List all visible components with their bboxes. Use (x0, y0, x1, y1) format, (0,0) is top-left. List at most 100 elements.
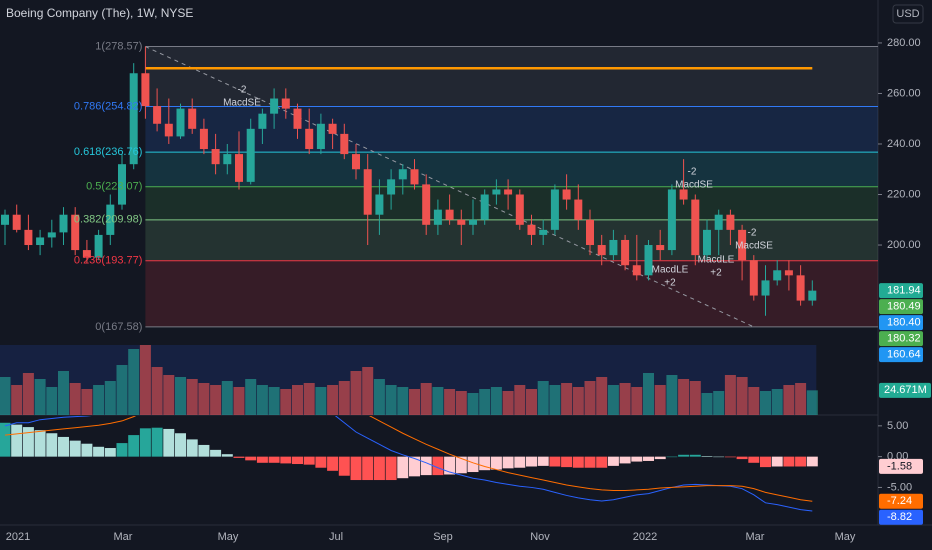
volume-bar (198, 383, 210, 415)
macd-histogram-bar (490, 456, 502, 470)
fib-label: 0.236(193.77) (74, 255, 143, 267)
macd-badge-label: -7.24 (887, 495, 912, 507)
candle-body (469, 219, 477, 225)
volume-bar (81, 389, 93, 415)
price-badge (879, 299, 923, 315)
macd-histogram-bar (46, 433, 58, 457)
volume-bar (771, 389, 783, 415)
candle-body (1, 214, 9, 225)
macd-histogram-bar (549, 456, 561, 467)
volume-bar (175, 377, 186, 415)
macd-line (4, 416, 813, 512)
macd-histogram-bar (607, 456, 619, 466)
macd-histogram-bar (139, 428, 151, 457)
macd-line (4, 416, 813, 502)
volume-bar (128, 349, 140, 415)
macd-histogram-bar (0, 422, 11, 457)
x-tick-label: 2021 (6, 531, 30, 543)
macd-histogram-bar (444, 456, 456, 475)
x-tick-label: Mar (114, 531, 133, 543)
macd-histogram-bar (315, 456, 327, 468)
macd-histogram-bar (186, 439, 198, 457)
macd-histogram-bar (689, 454, 701, 457)
candle-body (375, 194, 384, 215)
price-badge (879, 315, 923, 331)
fib-label: 0.5(223.07) (86, 181, 142, 193)
macd-histogram-bar (760, 456, 771, 468)
volume-bar (678, 379, 690, 415)
y-tick-label: 5.00 (887, 420, 908, 432)
macd-histogram-bar (104, 448, 116, 457)
currency[interactable]: USD (896, 8, 919, 20)
candle-body (527, 224, 536, 235)
signal-label: +2 (710, 268, 722, 279)
macd-histogram-bar (81, 443, 93, 457)
candle-body (410, 169, 419, 185)
price-badge-label: 180.49 (887, 301, 921, 313)
volume-bar (596, 377, 608, 415)
y-tick-label: 240.00 (887, 138, 921, 150)
volume-bar (303, 383, 315, 415)
macd-histogram-bar (350, 456, 362, 481)
volume-bar (607, 385, 619, 415)
candle-body (738, 229, 747, 261)
volume-bar (713, 391, 725, 415)
macd-histogram-bar (432, 456, 444, 476)
candle-body (679, 189, 688, 200)
candle-body (398, 169, 407, 180)
macd-histogram-bar (303, 456, 315, 465)
volume-bar (116, 365, 128, 415)
candle-body (235, 154, 243, 182)
candle-body (808, 290, 817, 301)
candle-body (211, 149, 220, 165)
candle-body (340, 133, 349, 155)
candle-body (258, 113, 267, 129)
signal-label: -2 (748, 228, 757, 239)
macd-histogram-bar (11, 424, 23, 457)
candle-body (761, 280, 770, 296)
volume-bar (432, 387, 444, 415)
candle-body (492, 189, 501, 195)
signal-label: -2 (688, 167, 697, 178)
price-badge (879, 331, 923, 347)
volume-bar (420, 383, 432, 415)
volume-bar (654, 385, 666, 415)
volume-bar (22, 373, 34, 415)
macd-histogram-bar (584, 456, 596, 468)
candle-body (667, 189, 676, 251)
volume-bar (34, 379, 46, 415)
x-tick-label: Sep (433, 531, 453, 543)
macd-histogram-bar (795, 456, 807, 467)
candle-body (691, 199, 700, 256)
volume-bar (315, 387, 327, 415)
candle-body (141, 73, 150, 107)
macd-histogram-bar (713, 456, 725, 458)
macd-histogram-bar (409, 456, 420, 477)
fib-label: 0.382(209.98) (74, 214, 143, 226)
candle-body (422, 184, 431, 225)
macd-histogram-bar (619, 456, 631, 464)
volume-bar (572, 387, 584, 415)
candle-body (550, 189, 559, 230)
macd-histogram-bar (385, 456, 397, 481)
volume-bar (479, 389, 491, 415)
macd-histogram-bar (806, 456, 818, 467)
candle-body (656, 245, 665, 251)
macd-badge (879, 458, 923, 474)
macd-histogram-bar (245, 456, 257, 461)
macd-badge-label: -1.58 (887, 460, 912, 472)
currency-box[interactable] (892, 4, 924, 24)
macd-histogram-bar (22, 427, 34, 457)
volume-bar (760, 391, 771, 415)
candle-body (726, 214, 735, 230)
volume-bar (549, 385, 561, 415)
candle-body (574, 199, 583, 220)
macd-histogram-bar (58, 436, 69, 457)
macd-histogram-bar (736, 456, 748, 460)
macd-histogram-bar (771, 456, 783, 467)
candle-body (223, 154, 232, 165)
macd-histogram-bar (572, 456, 584, 468)
macd-histogram-bar (338, 456, 350, 476)
signal-label: MacdLE (652, 265, 689, 276)
candle-body (129, 73, 138, 165)
